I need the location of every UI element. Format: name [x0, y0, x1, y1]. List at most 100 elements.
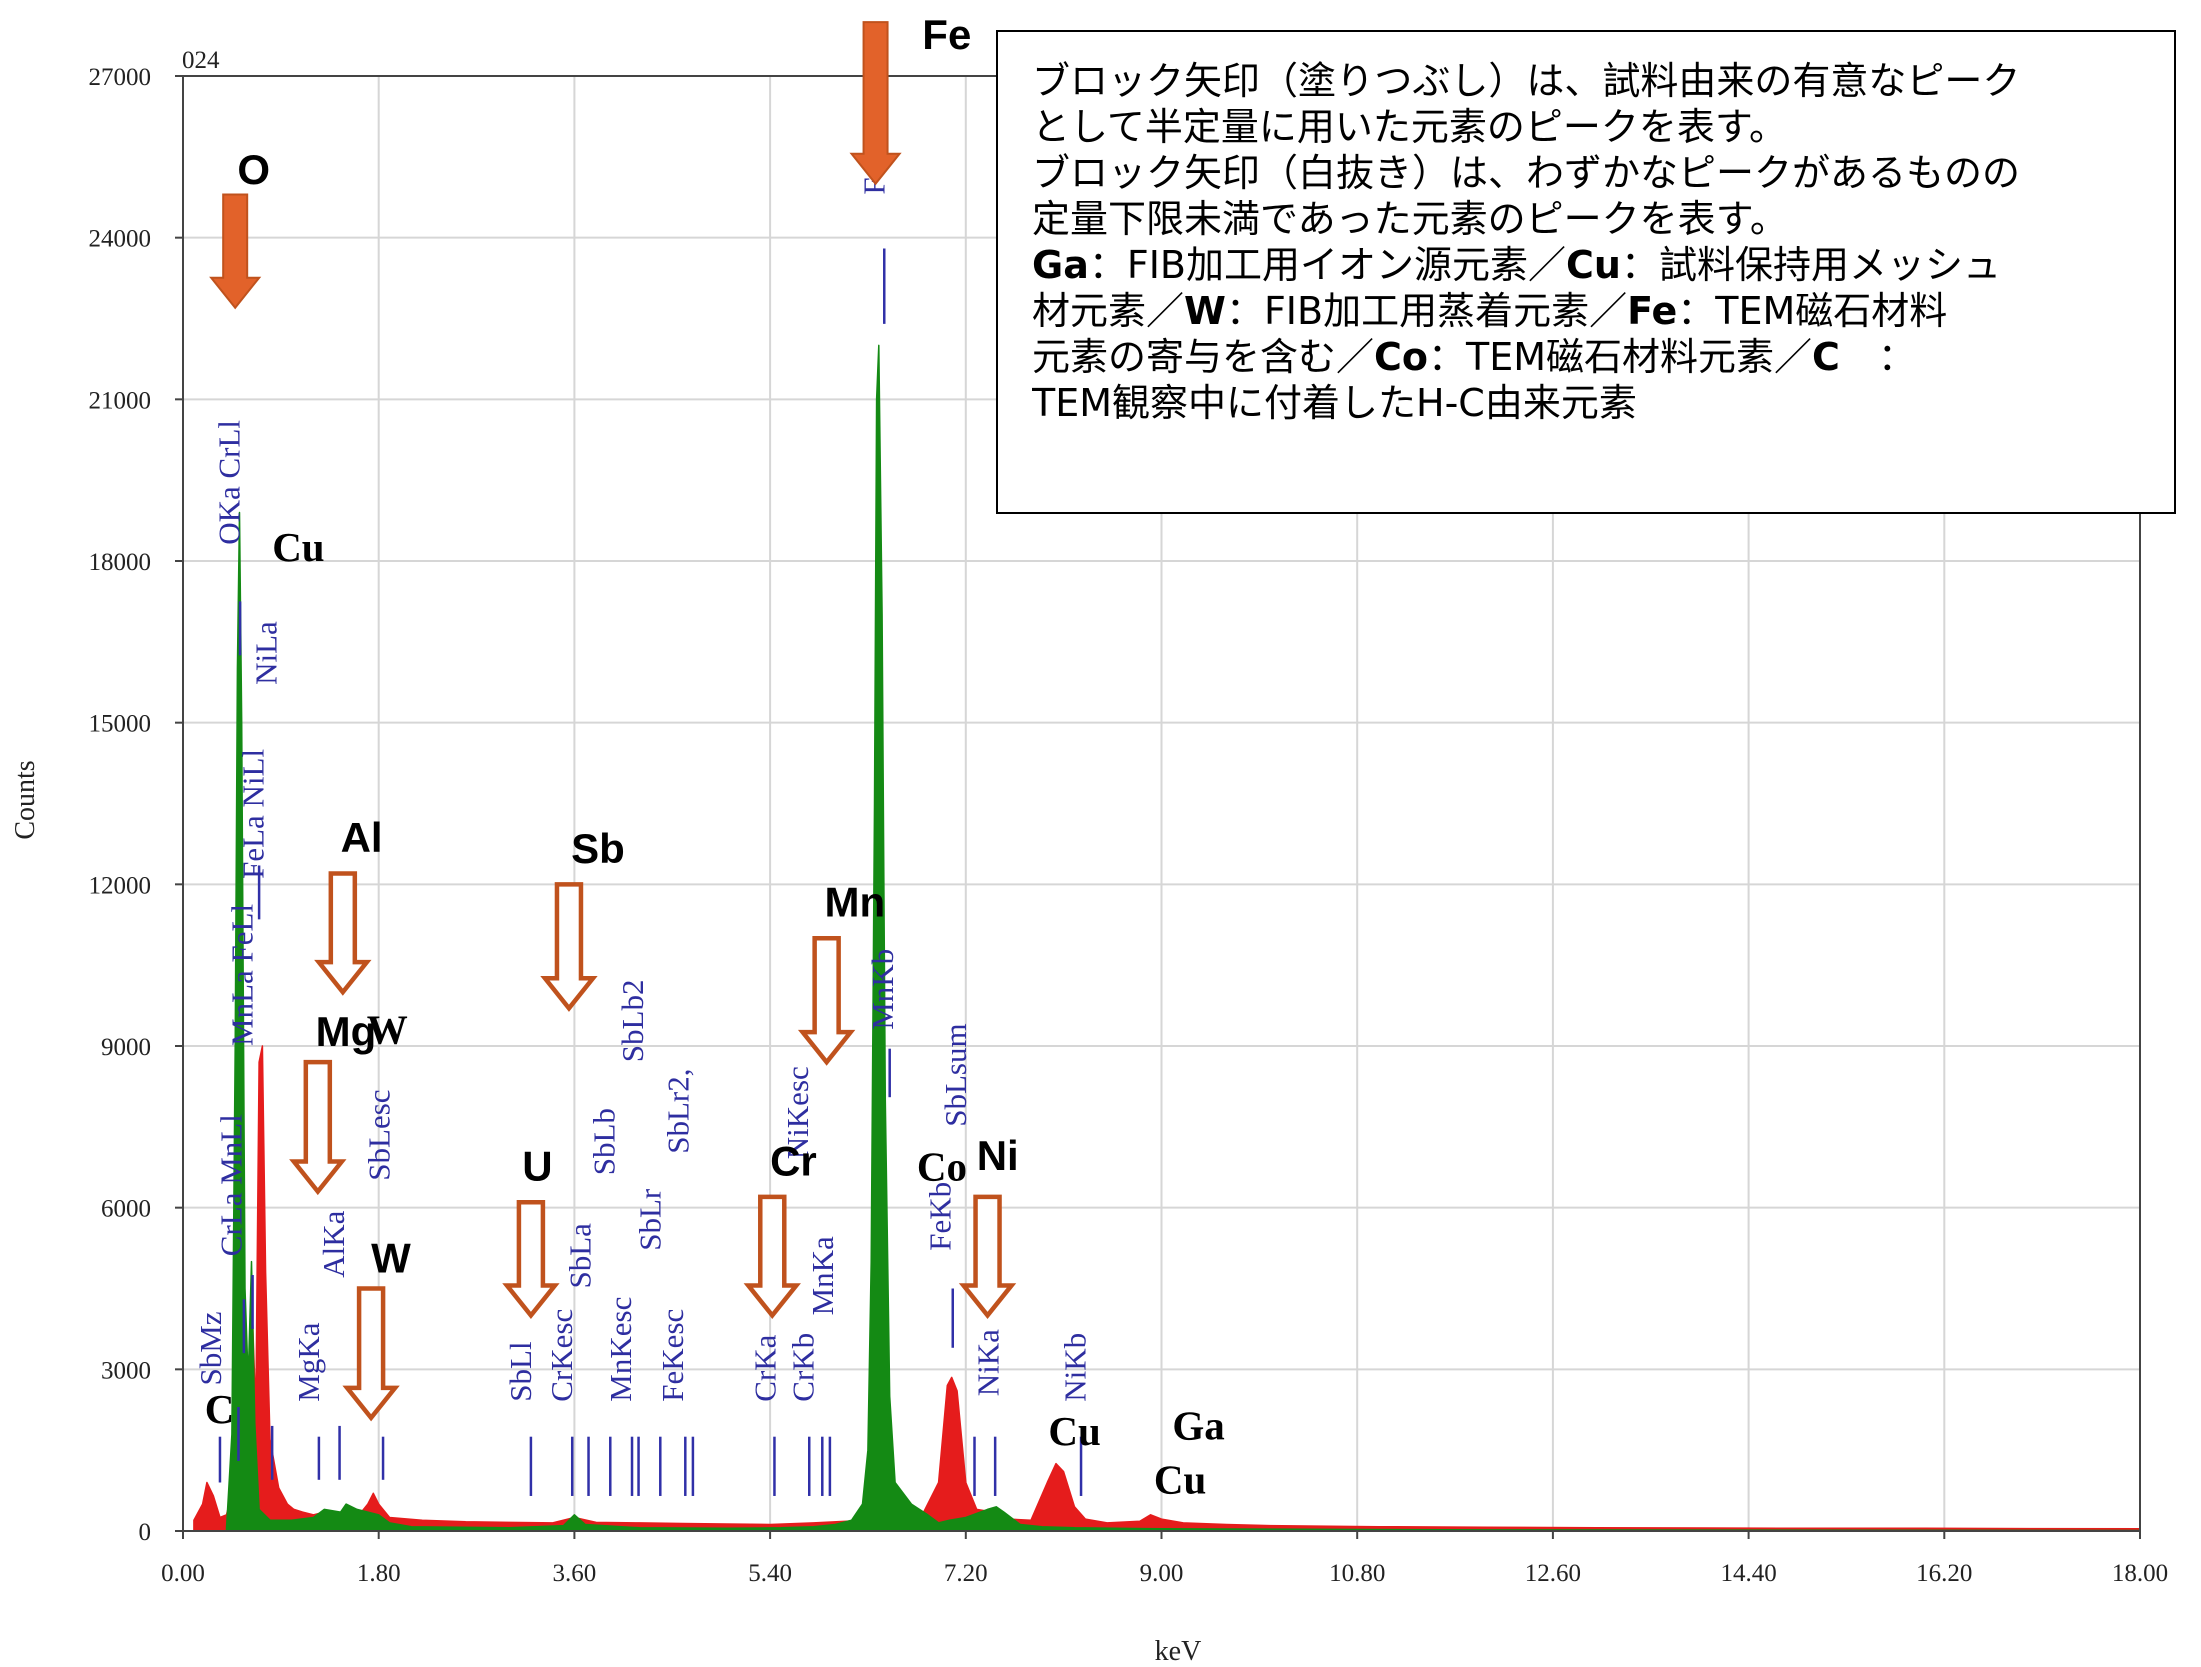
note-line-1: ブロック矢印（塗りつぶし）は、試料由来の有意なピーク	[1032, 59, 2021, 103]
note-line-7: 元素の寄与を含む／Co：TEM磁石材料元素／C ：	[1032, 334, 2146, 380]
note-line-6b: ：FIB加工用蒸着元素／	[1225, 289, 1628, 333]
peak-label: SbLa	[563, 1223, 598, 1289]
peak-label: NiKesc	[780, 1066, 815, 1159]
element-label: Cu	[1048, 1408, 1100, 1454]
note-line-2: として半定量に用いた元素のピークを表す。	[1032, 105, 1788, 149]
peak-label: NiLa	[249, 621, 284, 685]
element-label: Co	[917, 1144, 967, 1190]
peak-label: CrLa MnLl	[214, 1114, 249, 1256]
outline-arrow-mn	[797, 935, 856, 1066]
element-label: U	[522, 1143, 552, 1190]
element-label: W	[371, 1234, 411, 1281]
peak-label: SbLb2	[615, 980, 650, 1063]
element-label: Cu	[272, 524, 324, 570]
note-co: Co	[1374, 335, 1429, 379]
element-label: Sb	[571, 825, 625, 872]
y-tick-label: 6000	[101, 1196, 151, 1223]
outline-arrow-al	[314, 871, 372, 996]
note-line-3: ブロック矢印（白抜き）は、わずかなピークがあるものの	[1032, 151, 2021, 195]
outline-arrow-ni	[958, 1194, 1017, 1320]
peak-label: SbLesc	[362, 1089, 397, 1180]
x-axis-title: keV	[1155, 1636, 1202, 1667]
peak-labels: SbMz OKa CrLl NiLa FeLa NiLl MnLa FeLl CrLa M…	[193, 127, 1092, 1401]
element-label: Mn	[825, 879, 886, 926]
legend-note-box: ブロック矢印（塗りつぶし）は、試料由来の有意なピーク として半定量に用いた元素の…	[996, 30, 2176, 514]
y-tick-labels: 0 3000 6000 9000 12000 15000 18000 21000 24000 27…	[89, 64, 183, 1546]
peak-label: FeKb	[923, 1182, 958, 1251]
note-c: C	[1812, 335, 1840, 379]
peak-label: AlKa	[316, 1210, 351, 1277]
x-tick-label: 7.20	[944, 1560, 988, 1587]
note-line-6: 材元素／W：FIB加工用蒸着元素／Fe：TEM磁石材料	[1032, 288, 2146, 334]
peak-label: MnKa	[805, 1236, 840, 1315]
element-label: Cr	[770, 1137, 817, 1184]
spectrum-series-2	[225, 344, 2141, 1532]
peak-label: SbMz	[193, 1311, 228, 1385]
peak-label: SbLl	[503, 1341, 538, 1401]
note-cu: Cu	[1565, 243, 1621, 287]
note-line-5: Ga：FIB加工用イオン源元素／Cu：試料保持用メッシュ	[1032, 242, 2146, 288]
peak-label: CrKa	[748, 1334, 783, 1401]
note-line-5a: ：FIB加工用イオン源元素／	[1088, 243, 1566, 287]
peak-label: OKa CrLl	[212, 420, 247, 545]
peak-label: FeLa NiLl	[236, 749, 271, 879]
note-line-7a: 元素の寄与を含む／	[1032, 335, 1375, 379]
peak-label: MnKb	[865, 949, 900, 1030]
x-tick-label: 5.40	[748, 1560, 792, 1587]
x-tick-label: 1.80	[357, 1560, 401, 1587]
peak-label: MnKesc	[603, 1297, 638, 1402]
note-line-8: TEM観察中に付着したH-C由来元素	[1032, 381, 1637, 425]
y-axis-title: Counts	[10, 760, 41, 839]
spectrum-series	[193, 344, 2141, 1532]
element-arrows	[209, 21, 1017, 1422]
y-tick-label: 27000	[89, 64, 152, 91]
peak-label: MgKa	[291, 1322, 326, 1401]
note-line-6c: ：TEM磁石材料	[1677, 289, 1948, 333]
outline-arrow-cr	[743, 1194, 801, 1320]
peak-label: SbLsum	[938, 1023, 973, 1126]
y-tick-label: 0	[139, 1519, 152, 1546]
y-tick-label: 24000	[89, 226, 152, 253]
peak-label: NiKa	[970, 1329, 1005, 1396]
element-label: Mg	[316, 1008, 377, 1055]
note-ga: Ga	[1032, 243, 1089, 287]
outline-arrow-sb	[540, 882, 598, 1012]
y-tick-label: 18000	[89, 549, 152, 576]
note-line-5b: ：試料保持用メッシュ	[1620, 243, 2001, 287]
element-label: Fe	[922, 11, 971, 58]
element-label: W	[367, 1006, 408, 1052]
outline-arrow-mg	[289, 1059, 347, 1196]
element-label: Ga	[1172, 1402, 1224, 1448]
x-tick-label: 18.00	[2112, 1560, 2168, 1587]
y-tick-label: 15000	[89, 711, 152, 738]
y-tick-label: 3000	[101, 1357, 151, 1384]
peak-marker-lines	[218, 248, 1083, 1496]
x-tick-label: 9.00	[1140, 1560, 1184, 1587]
note-fe: Fe	[1627, 289, 1678, 333]
x-tick-labels: 0.00 1.80 3.60 5.40 7.20 9.00 10.80 12.60 14.40 1…	[161, 1531, 2168, 1587]
y-tick-label: 21000	[89, 387, 152, 414]
x-tick-label: 14.40	[1720, 1560, 1776, 1587]
x-tick-label: 12.60	[1525, 1560, 1581, 1587]
peak-label: MnLa FeLl	[225, 904, 260, 1046]
x-tick-label: 0.00	[161, 1560, 205, 1587]
element-label: Al	[341, 814, 383, 861]
peak-label: SbLr2,	[661, 1069, 696, 1154]
peak-label: NiKb	[1057, 1333, 1092, 1402]
filled-arrow-fe	[849, 21, 902, 186]
y-tick-label: 9000	[101, 1034, 151, 1061]
x-tick-label: 16.20	[1916, 1560, 1972, 1587]
x-tick-label: 3.60	[553, 1560, 597, 1587]
outline-arrow-u	[502, 1200, 560, 1320]
element-label: O	[237, 146, 270, 193]
note-line-4: 定量下限未満であった元素のピークを表す。	[1032, 197, 1788, 241]
corner-label: 024	[182, 47, 220, 74]
note-line-6a: 材元素／	[1032, 289, 1185, 333]
element-label: Ni	[977, 1132, 1019, 1179]
peak-label: CrKesc	[544, 1309, 579, 1402]
peak-label: FeKesc	[655, 1309, 690, 1402]
peak-label: SbLb	[587, 1108, 622, 1175]
element-label: Cu	[1154, 1456, 1206, 1502]
